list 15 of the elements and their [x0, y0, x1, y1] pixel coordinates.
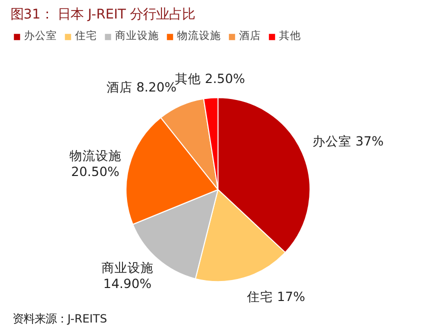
slice-label: 商业设施: [101, 260, 154, 275]
slice-label: 物流设施: [69, 148, 122, 163]
data-label: 20.50%: [71, 164, 120, 179]
category-label: 办公室 37%: [312, 133, 384, 148]
category-label: 其他 2.50%: [174, 71, 246, 86]
legend-label: 酒店: [239, 29, 261, 43]
legend-label: 办公室: [24, 29, 57, 43]
category-label: 住宅 17%: [247, 289, 306, 304]
chart-title: 图31： 日本 J-REIT 分行业占比: [10, 8, 196, 22]
legend-label: 商业设施: [115, 29, 159, 43]
legend-label: 其他: [279, 29, 301, 43]
text: 资料来源：J-REITS: [12, 312, 108, 326]
data-label: 14.90%: [103, 276, 152, 291]
legend-label: 住宅: [75, 29, 97, 43]
legend-label: 物流设施: [177, 29, 221, 43]
